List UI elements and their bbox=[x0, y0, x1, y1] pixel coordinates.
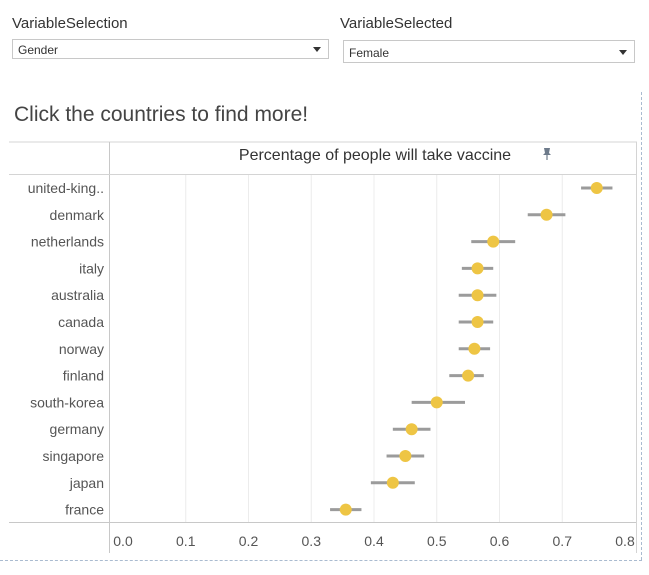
x-tick-label: 0.0 bbox=[113, 533, 133, 549]
data-point[interactable] bbox=[386, 476, 399, 489]
data-point[interactable] bbox=[468, 342, 481, 355]
country-label[interactable]: norway bbox=[59, 341, 104, 357]
country-label[interactable]: denmark bbox=[50, 207, 105, 223]
data-point[interactable] bbox=[339, 503, 352, 516]
variable-selection-dropdown[interactable]: Gender bbox=[12, 39, 329, 59]
dashboard-border-right bbox=[641, 92, 642, 560]
data-point[interactable] bbox=[405, 423, 418, 436]
data-point[interactable] bbox=[471, 262, 484, 275]
country-label[interactable]: italy bbox=[79, 260, 104, 276]
variable-selection-label: VariableSelection bbox=[12, 15, 128, 32]
data-point[interactable] bbox=[540, 208, 553, 221]
x-tick-label: 0.6 bbox=[490, 533, 510, 549]
data-point[interactable] bbox=[471, 316, 484, 328]
variable-selected-value: Female bbox=[349, 46, 390, 60]
variable-selection-value: Gender bbox=[18, 43, 59, 57]
x-tick-label: 0.7 bbox=[553, 533, 573, 549]
chart-title: Percentage of people will take vaccine bbox=[239, 147, 511, 164]
country-label[interactable]: japan bbox=[69, 475, 104, 491]
x-tick-label: 0.5 bbox=[427, 533, 447, 549]
chevron-down-icon bbox=[313, 47, 321, 52]
country-label[interactable]: singapore bbox=[43, 448, 105, 464]
x-tick-label: 0.2 bbox=[239, 533, 259, 549]
data-point[interactable] bbox=[471, 289, 484, 302]
x-tick-label: 0.8 bbox=[615, 533, 635, 549]
country-label[interactable]: finland bbox=[63, 368, 104, 384]
data-point[interactable] bbox=[487, 235, 500, 248]
data-point[interactable] bbox=[590, 182, 603, 194]
country-label[interactable]: australia bbox=[51, 287, 104, 303]
country-label[interactable]: germany bbox=[50, 421, 104, 437]
page-subtitle: Click the countries to find more! bbox=[14, 103, 309, 126]
chevron-down-icon bbox=[619, 50, 627, 55]
country-label[interactable]: south-korea bbox=[30, 394, 104, 410]
dashboard-border-bottom bbox=[0, 560, 642, 561]
country-label[interactable]: france bbox=[65, 502, 104, 518]
x-tick-label: 0.3 bbox=[302, 533, 322, 549]
x-tick-label: 0.1 bbox=[176, 533, 196, 549]
data-point[interactable] bbox=[430, 396, 443, 409]
country-label[interactable]: canada bbox=[58, 314, 104, 330]
variable-selected-dropdown[interactable]: Female bbox=[343, 40, 635, 63]
x-tick-label: 0.4 bbox=[364, 533, 384, 549]
pin-icon[interactable] bbox=[543, 148, 551, 160]
variable-selected-label: VariableSelected bbox=[340, 15, 453, 32]
data-point[interactable] bbox=[399, 450, 412, 462]
country-label[interactable]: netherlands bbox=[31, 234, 104, 250]
country-label[interactable]: united-king.. bbox=[28, 180, 104, 196]
data-point[interactable] bbox=[462, 369, 475, 382]
